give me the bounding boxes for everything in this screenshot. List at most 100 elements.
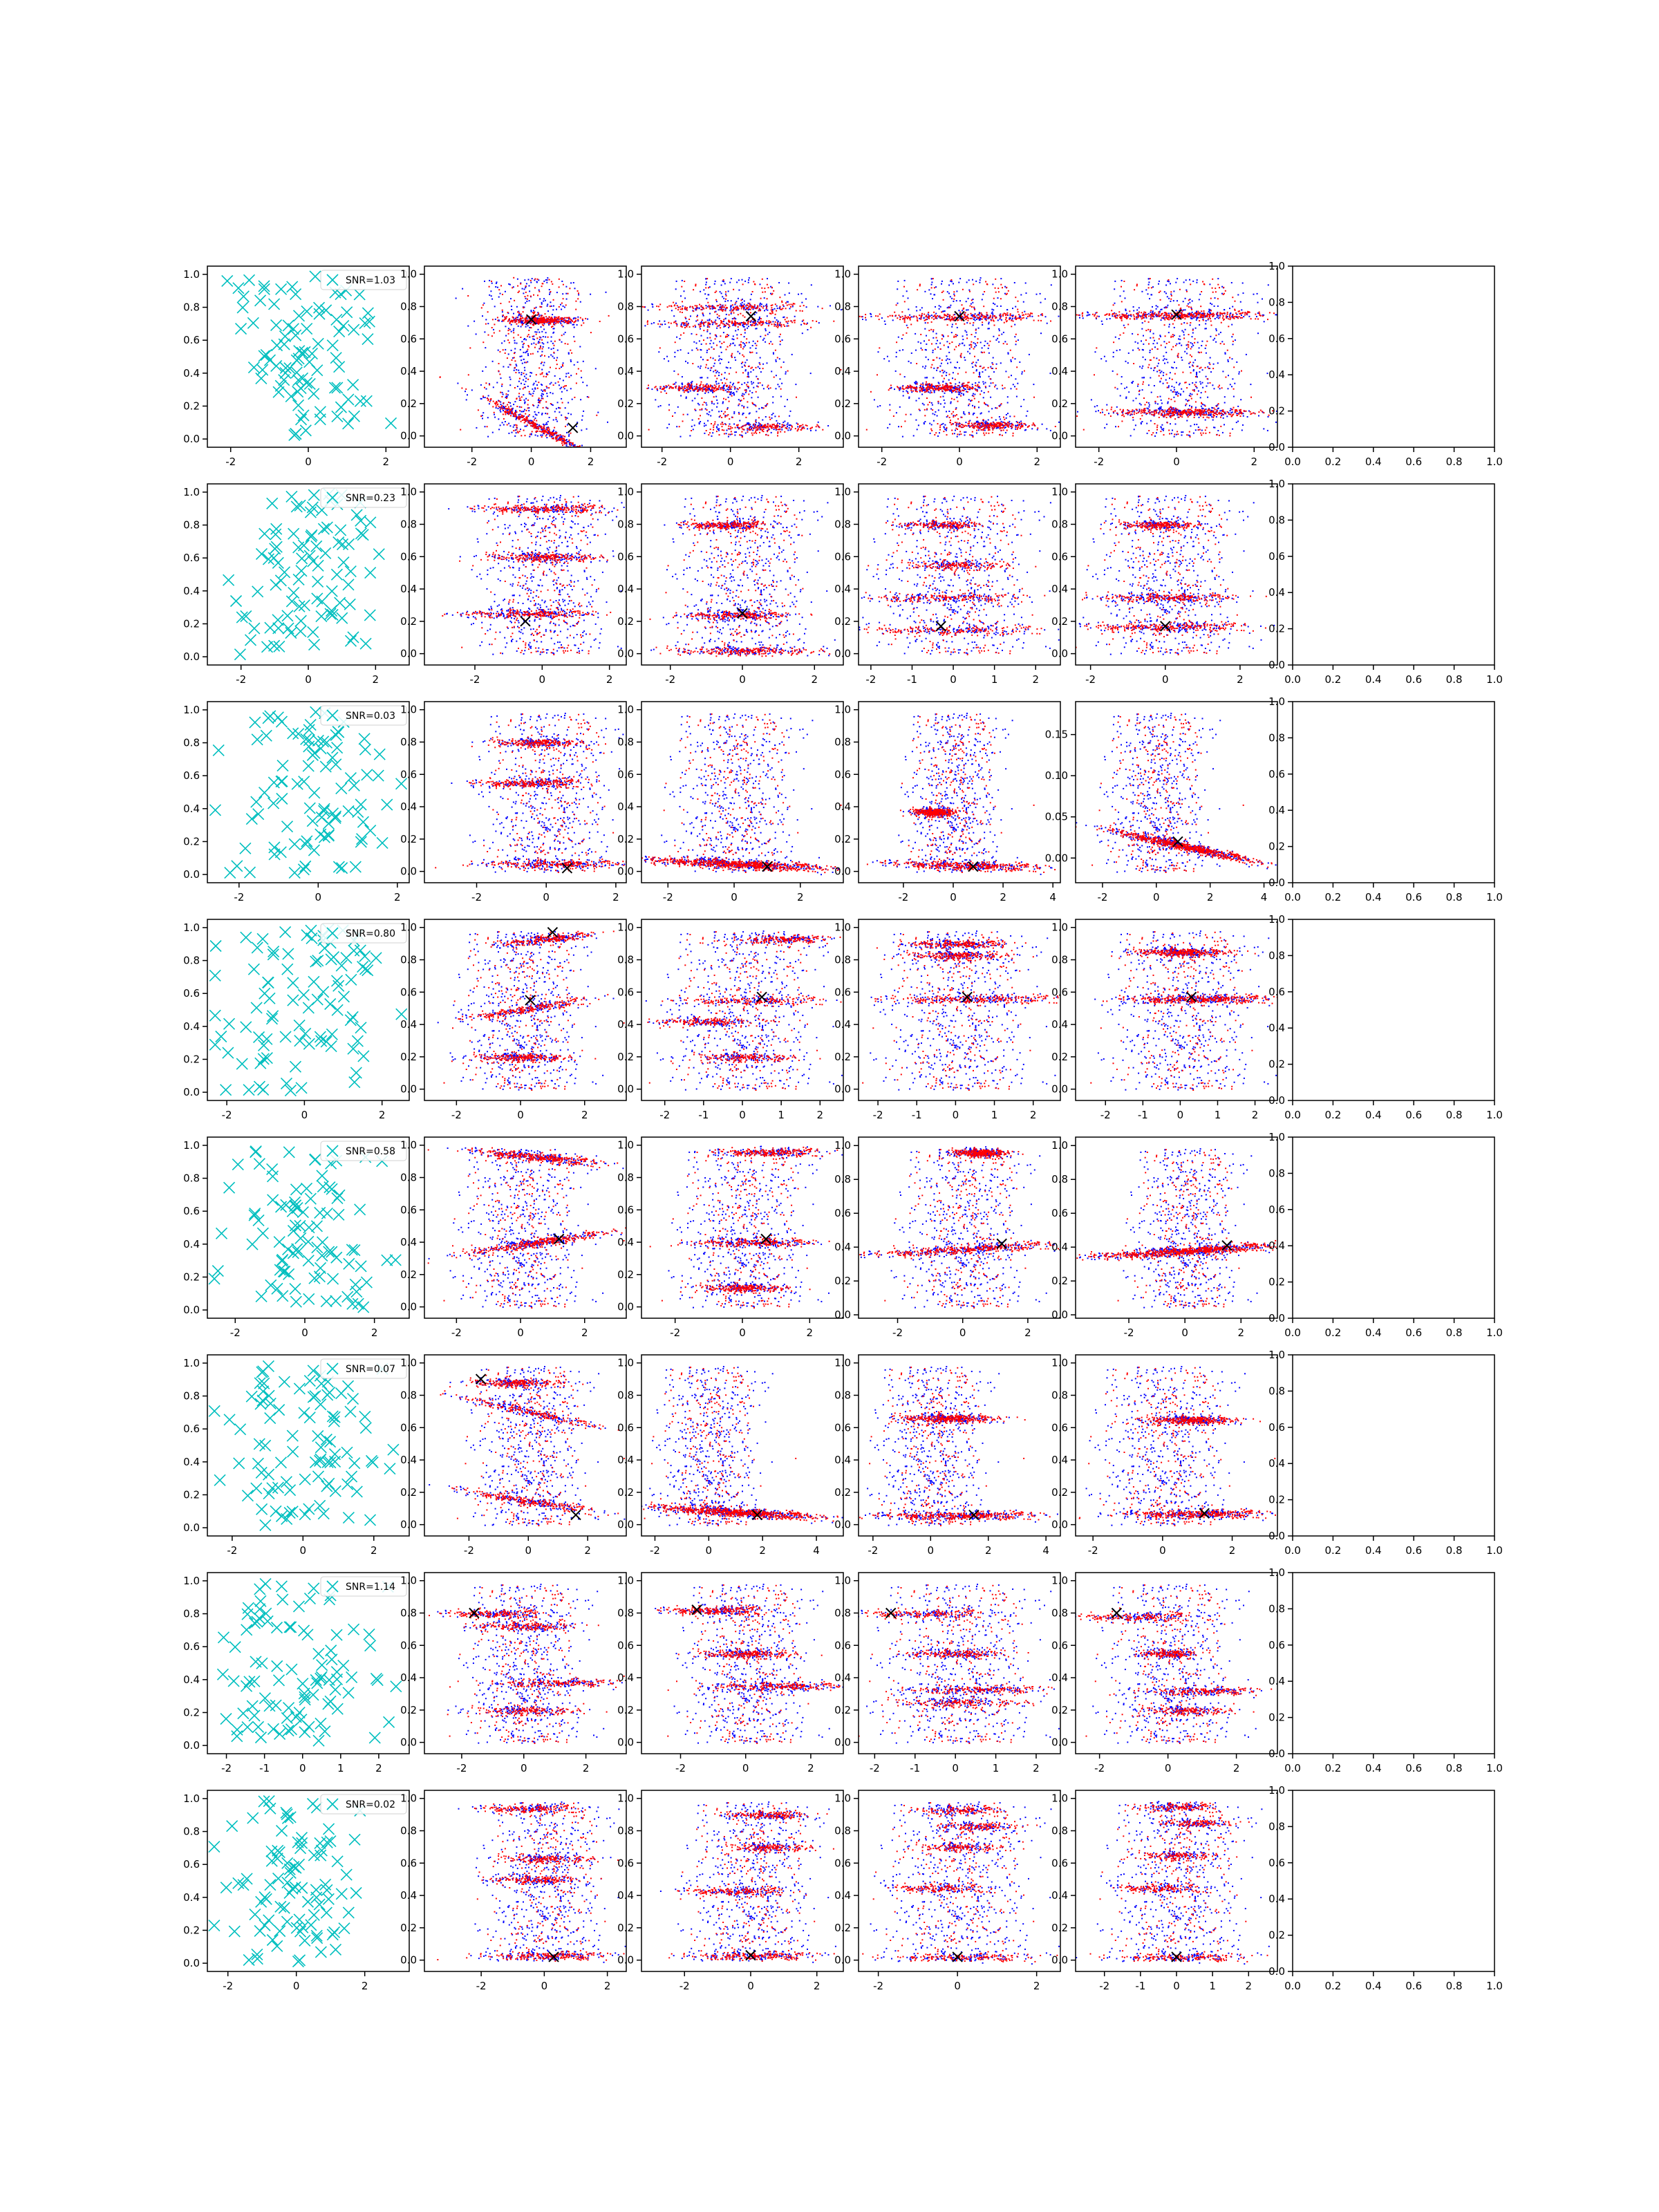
y-tick-label: 0.0 bbox=[1268, 1747, 1285, 1760]
x-marker-point bbox=[258, 787, 271, 799]
y-tick-label: 1.0 bbox=[834, 1357, 851, 1369]
x-marker-point bbox=[354, 944, 366, 957]
x-marker-point bbox=[303, 724, 315, 736]
x-marker-point bbox=[252, 1721, 265, 1733]
panel-r7-c4: -2 -1 0 1 2 0.0 0.2 0.4 0.6 0.8 1.0 bbox=[834, 1572, 1061, 1774]
x-marker-point bbox=[362, 333, 374, 346]
x-marker-point bbox=[296, 1837, 308, 1849]
x-marker-point bbox=[264, 1412, 276, 1425]
x-marker-point bbox=[276, 792, 288, 805]
x-tick-label: 0 bbox=[950, 891, 957, 903]
x-tick-label: 0 bbox=[521, 1762, 527, 1774]
x-tick-label: -2 bbox=[227, 1544, 237, 1557]
x-marker-point bbox=[333, 325, 346, 338]
x-marker-point bbox=[336, 612, 348, 624]
x-marker-point bbox=[283, 1268, 295, 1280]
x-marker-point bbox=[348, 1457, 361, 1470]
x-marker-point bbox=[276, 1255, 288, 1267]
y-tick-label: 1.0 bbox=[834, 1139, 851, 1152]
x-tick-label: 0 bbox=[954, 1980, 961, 1992]
x-marker-point bbox=[254, 1924, 266, 1937]
x-marker-point bbox=[328, 1411, 341, 1423]
panel-r5-c2: -2 0 2 0.0 0.2 0.4 0.6 0.8 1.0 bbox=[400, 1136, 627, 1339]
x-marker-point bbox=[272, 386, 285, 398]
x-marker-point bbox=[365, 1454, 378, 1467]
axes-frame bbox=[1292, 1572, 1495, 1754]
x-tick-label: -2 bbox=[865, 673, 876, 686]
snr-legend: SNR=0.58 bbox=[320, 1141, 407, 1161]
x-marker-point bbox=[376, 836, 388, 849]
x-marker-point bbox=[266, 1933, 279, 1947]
y-tick-label: 0.4 bbox=[1051, 583, 1068, 595]
x-marker-point bbox=[316, 1170, 328, 1182]
x-marker-point bbox=[296, 552, 308, 565]
y-tick-label: 0.0 bbox=[183, 1521, 200, 1534]
x-marker-point bbox=[252, 808, 265, 821]
x-marker-point bbox=[316, 1659, 328, 1671]
y-tick-label: 0.6 bbox=[400, 1421, 417, 1434]
x-marker-point bbox=[298, 1407, 310, 1419]
x-marker-point bbox=[252, 1214, 265, 1227]
plot-area bbox=[208, 1145, 402, 1313]
x-marker-point bbox=[317, 735, 330, 748]
panel-r1-c1: -2 0 2 0.0 0.2 0.4 0.6 0.8 1.0 SNR=1.03 bbox=[183, 265, 410, 468]
snr-label: SNR=0.07 bbox=[346, 1364, 395, 1375]
y-tick-label: 0.6 bbox=[183, 334, 200, 346]
x-tick-label: 2 bbox=[584, 1544, 591, 1557]
y-tick-label: 0.0 bbox=[183, 1957, 200, 1969]
x-marker-point bbox=[303, 1592, 317, 1605]
x-tick-label: 0 bbox=[300, 1544, 307, 1557]
plot-area bbox=[223, 488, 385, 661]
series-blue-points bbox=[641, 1584, 843, 1744]
x-marker-point bbox=[342, 1687, 355, 1699]
plot-area bbox=[641, 1366, 843, 1526]
x-marker-point bbox=[291, 778, 303, 790]
x-marker-point bbox=[254, 294, 267, 307]
center-marker bbox=[968, 861, 979, 872]
plot-area bbox=[1076, 713, 1277, 873]
x-marker-point bbox=[273, 1236, 285, 1248]
x-tick-label: 0 bbox=[952, 1762, 959, 1774]
x-tick-label: 2 bbox=[581, 1327, 588, 1339]
y-tick-label: 0.8 bbox=[1051, 1389, 1068, 1401]
plot-area bbox=[442, 495, 626, 655]
y-tick-label: 0.6 bbox=[183, 769, 200, 782]
x-tick-label: 0 bbox=[1173, 456, 1180, 468]
y-tick-label: 0.6 bbox=[834, 768, 851, 780]
axes-frame bbox=[1292, 919, 1495, 1101]
y-tick-label: 0.0 bbox=[400, 430, 417, 442]
x-marker-point bbox=[293, 1382, 306, 1395]
y-tick-label: 0.2 bbox=[183, 1271, 200, 1283]
x-marker-point bbox=[329, 1485, 341, 1497]
x-marker-point bbox=[281, 963, 294, 975]
y-tick-label: 0.6 bbox=[834, 986, 851, 998]
x-marker-point bbox=[258, 350, 270, 362]
y-tick-label: 0.4 bbox=[183, 1238, 200, 1250]
x-marker-point bbox=[315, 610, 328, 623]
axes-frame bbox=[1075, 701, 1278, 883]
x-tick-label: 0.6 bbox=[1405, 1544, 1422, 1557]
axes-frame bbox=[424, 701, 627, 883]
x-marker-point bbox=[310, 1220, 324, 1232]
y-tick-label: 0.8 bbox=[1268, 1167, 1285, 1179]
x-marker-point bbox=[278, 1376, 290, 1388]
x-marker-point bbox=[270, 579, 282, 591]
y-tick-label: 0.2 bbox=[834, 615, 851, 628]
x-marker-point bbox=[347, 379, 359, 391]
x-marker-point bbox=[284, 1085, 297, 1097]
x-marker-point bbox=[320, 1295, 332, 1308]
x-marker-point bbox=[282, 319, 294, 332]
x-marker-point bbox=[256, 1227, 269, 1239]
y-tick-label: 0.6 bbox=[400, 1203, 417, 1216]
x-tick-label: 0.8 bbox=[1446, 456, 1463, 468]
y-tick-label: 0.8 bbox=[834, 735, 851, 748]
y-tick-label: 0.6 bbox=[1268, 332, 1285, 345]
y-tick-label: 0.8 bbox=[834, 1173, 851, 1185]
x-marker-point bbox=[254, 1398, 267, 1410]
x-marker-point bbox=[261, 1615, 274, 1627]
panel-r3-c1: -2 0 2 0.0 0.2 0.4 0.6 0.8 1.0 SNR=0.03 bbox=[183, 701, 410, 903]
y-tick-label: 0.2 bbox=[183, 1706, 200, 1718]
x-tick-label: -2 bbox=[471, 891, 482, 903]
series-red-points bbox=[859, 1367, 1051, 1526]
x-tick-label: 2 bbox=[1033, 1980, 1040, 1992]
